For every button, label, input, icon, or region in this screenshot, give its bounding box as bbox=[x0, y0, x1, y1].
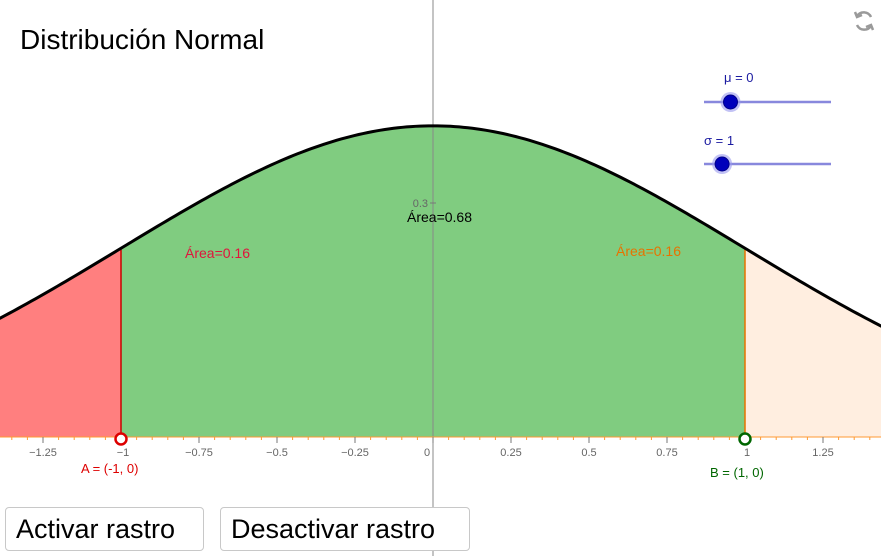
sigma-slider[interactable] bbox=[704, 154, 831, 174]
point-a-marker bbox=[114, 432, 128, 446]
right-area-label: Área=0.16 bbox=[616, 243, 681, 259]
left-area-label: Área=0.16 bbox=[185, 245, 250, 261]
y-tick-label: 0.3 bbox=[413, 198, 428, 210]
left-area-region bbox=[0, 248, 121, 437]
x-tick-label: 0.5 bbox=[581, 447, 596, 459]
point-b-label: B = (1, 0) bbox=[710, 465, 764, 480]
point-a-label: A = (-1, 0) bbox=[81, 461, 138, 476]
mu-slider-label: μ = 0 bbox=[724, 70, 754, 85]
x-tick-label: 0 bbox=[424, 447, 430, 459]
mu-slider[interactable] bbox=[704, 92, 831, 112]
x-tick-label: 1 bbox=[744, 447, 750, 459]
sigma-slider-handle[interactable] bbox=[714, 156, 730, 172]
activate-trace-button[interactable]: Activar rastro bbox=[5, 507, 204, 551]
mu-slider-handle[interactable] bbox=[723, 94, 738, 110]
deactivate-trace-button[interactable]: Desactivar rastro bbox=[220, 507, 470, 551]
x-tick-label: −1.25 bbox=[29, 447, 57, 459]
right-area-region bbox=[745, 248, 881, 437]
x-tick-label: 0.25 bbox=[500, 447, 521, 459]
x-tick-label: 0.75 bbox=[656, 447, 677, 459]
point-b-marker bbox=[738, 432, 752, 446]
x-tick-label: −0.5 bbox=[266, 447, 288, 459]
density-curve bbox=[0, 124, 881, 328]
x-tick-label: −0.25 bbox=[341, 447, 369, 459]
x-tick-label: −1 bbox=[117, 447, 130, 459]
page-title: Distribución Normal bbox=[20, 24, 265, 55]
x-tick-label: −0.75 bbox=[185, 447, 213, 459]
x-tick-label: 1.25 bbox=[812, 447, 833, 459]
sigma-slider-label: σ = 1 bbox=[704, 133, 735, 148]
center-area-label: Área=0.68 bbox=[407, 209, 472, 225]
refresh-icon[interactable] bbox=[851, 8, 877, 34]
